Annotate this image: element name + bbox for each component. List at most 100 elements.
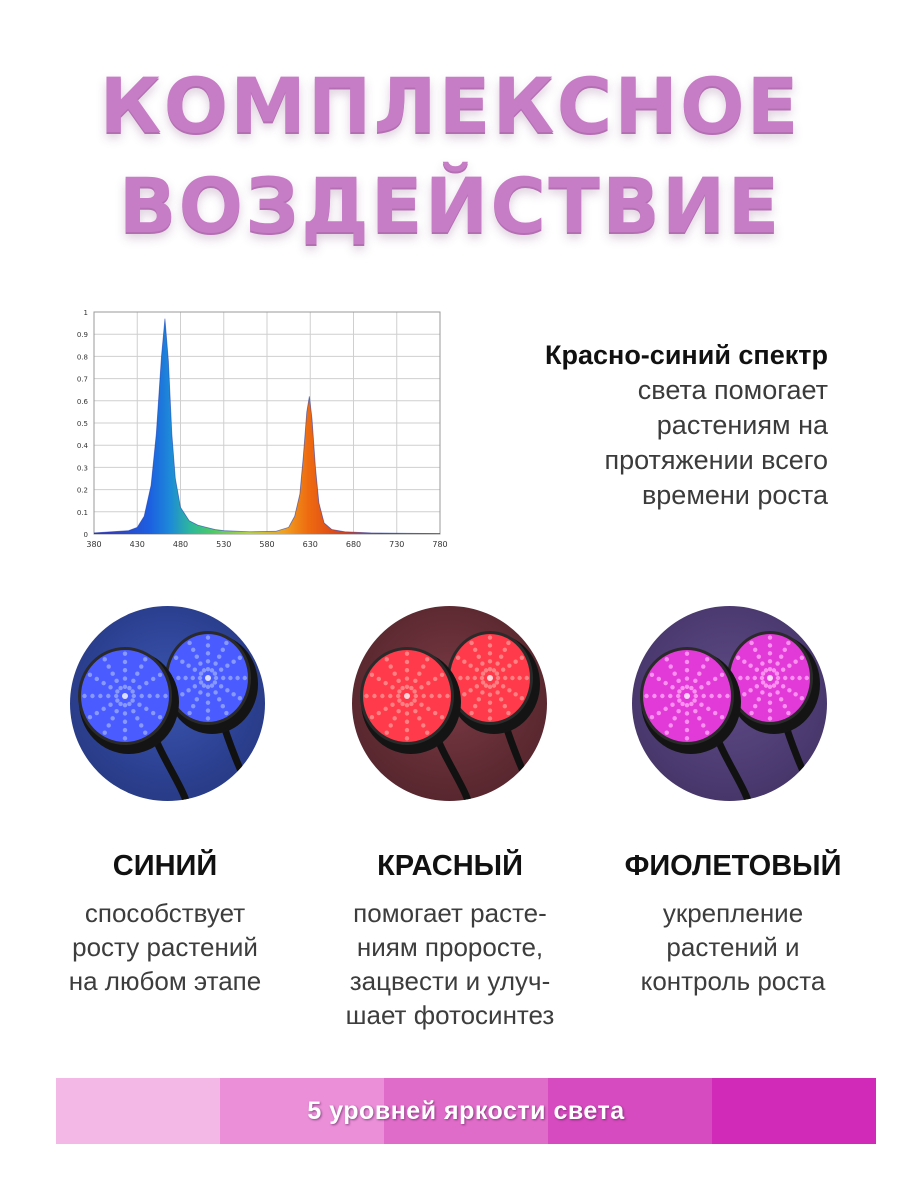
led-dot xyxy=(426,706,431,712)
led-dot xyxy=(709,693,714,699)
led-dot xyxy=(209,683,215,688)
led-dot xyxy=(756,697,761,702)
led-dot xyxy=(213,690,218,695)
led-dot xyxy=(719,714,725,720)
x-tick-label: 530 xyxy=(216,540,231,549)
led-dot xyxy=(376,710,382,716)
led-dot xyxy=(429,693,434,699)
led-dot xyxy=(421,693,426,699)
led-dot xyxy=(663,680,668,686)
led-dot xyxy=(194,697,199,702)
led-dot xyxy=(775,690,780,695)
led-dot xyxy=(390,685,395,690)
led-center xyxy=(684,693,690,699)
led-dot xyxy=(242,675,247,681)
led-dot xyxy=(513,692,518,697)
led-dot xyxy=(455,655,461,660)
led-dot xyxy=(122,727,128,733)
led-dot xyxy=(670,702,675,707)
led-dot xyxy=(176,675,181,681)
led-dot xyxy=(468,688,473,693)
led-dot xyxy=(417,671,422,676)
led-dot xyxy=(180,659,185,664)
led-dot xyxy=(767,716,773,721)
led-dot xyxy=(487,684,493,689)
headline-line-2: ВОЗДЕЙСТВИЕ xyxy=(118,161,782,250)
led-dot xyxy=(108,685,113,690)
led-dot xyxy=(432,710,438,716)
led-center xyxy=(205,675,211,681)
led-dot xyxy=(221,675,226,681)
led-dot xyxy=(745,675,750,681)
led-dot xyxy=(231,659,236,664)
led-dot xyxy=(804,675,809,681)
led-dot xyxy=(487,692,493,697)
led-dot xyxy=(506,640,511,646)
led-dot xyxy=(425,657,430,662)
led-dot xyxy=(192,684,198,689)
led-dot xyxy=(495,675,501,681)
led-dot xyxy=(383,680,388,686)
led-dot xyxy=(462,692,467,697)
led-center xyxy=(487,675,493,681)
spectrum-caption: Красно-синий спектр света помогает расте… xyxy=(468,338,828,513)
led-dot xyxy=(400,701,405,707)
led-dot xyxy=(483,683,489,688)
y-tick-label: 0.9 xyxy=(77,331,88,339)
led-dot xyxy=(425,730,430,735)
led-dot xyxy=(205,643,211,648)
led-dot xyxy=(760,671,766,676)
led-dot xyxy=(684,668,690,673)
led-dot xyxy=(680,685,685,691)
led-dot xyxy=(143,657,148,662)
led-dot xyxy=(396,708,401,714)
led-dot xyxy=(131,708,136,714)
x-tick-label: 730 xyxy=(389,540,404,549)
led-dot xyxy=(90,693,95,699)
led-dot xyxy=(748,688,753,693)
spectrum-caption-text: света помогает растениям на протяжении в… xyxy=(604,375,828,510)
led-dot xyxy=(191,703,196,709)
x-tick-label: 430 xyxy=(130,540,145,549)
led-dot xyxy=(684,676,690,681)
led-dot xyxy=(218,667,224,672)
led-dot xyxy=(480,661,485,666)
led-dot xyxy=(101,706,106,712)
led-dot xyxy=(404,703,410,708)
led-dot xyxy=(131,693,136,699)
y-tick-label: 0.2 xyxy=(77,487,88,495)
led-dot xyxy=(476,654,481,659)
led-dot xyxy=(754,667,760,672)
led-dot xyxy=(421,664,426,669)
led-dot xyxy=(205,716,211,721)
led-dot xyxy=(644,693,649,699)
led-dot xyxy=(369,714,375,720)
led-dot xyxy=(412,689,417,694)
led-dot xyxy=(404,668,410,673)
violet-led-lamp-icon xyxy=(640,631,821,801)
led-dot xyxy=(775,675,781,681)
led-dot xyxy=(479,675,485,681)
led-dot xyxy=(793,659,798,664)
led-dot xyxy=(697,716,702,721)
led-dot xyxy=(87,714,93,720)
led-dot xyxy=(191,647,196,653)
led-dot xyxy=(205,667,211,672)
led-dot xyxy=(771,668,777,673)
spectrum-chart-svg: 380 430 480 530 580 630 680 730 780 0 0.1 0.2 0.3 0.4… xyxy=(77,309,448,549)
led-dot xyxy=(480,671,486,676)
brightness-level-5 xyxy=(712,1078,876,1144)
led-dot xyxy=(793,692,798,697)
led-dot xyxy=(480,690,485,695)
led-dot xyxy=(139,664,144,669)
led-dot xyxy=(664,657,669,662)
led-dot xyxy=(445,693,450,699)
violet-title: ФИОЛЕТОВЫЙ xyxy=(624,850,842,882)
led-dot xyxy=(753,647,758,653)
led-dot xyxy=(684,659,690,665)
led-dot xyxy=(404,684,410,689)
led-dot xyxy=(749,640,754,646)
led-dot xyxy=(439,672,445,678)
led-dot xyxy=(144,706,149,712)
led-dot xyxy=(217,697,222,702)
